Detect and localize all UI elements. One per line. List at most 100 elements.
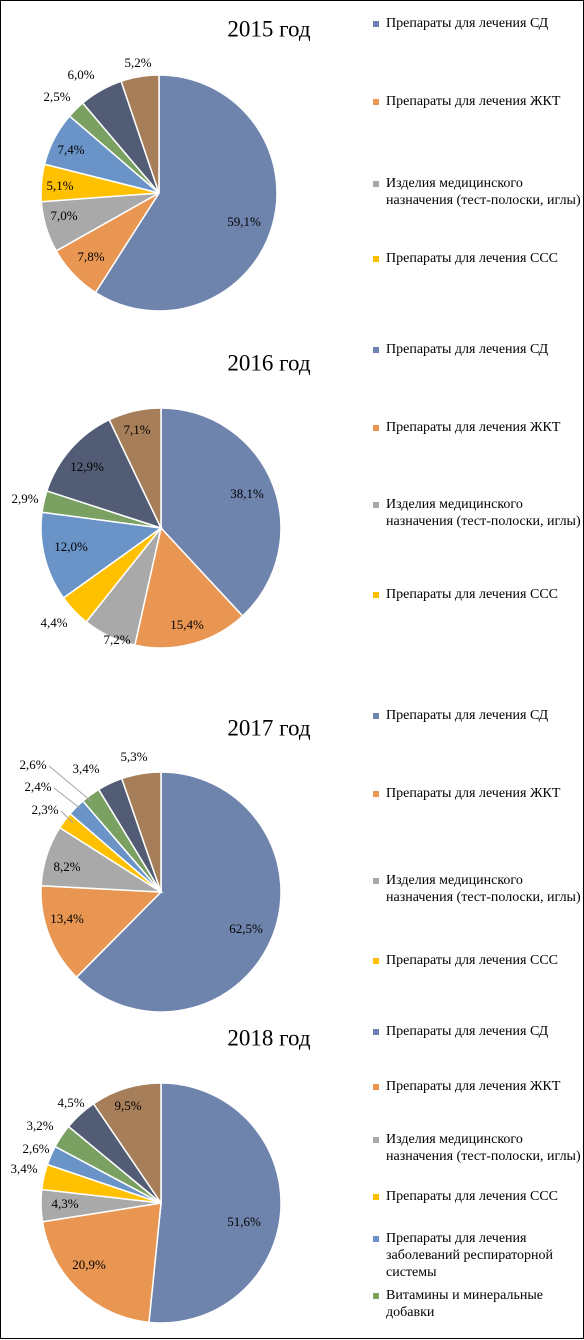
pie-2-label-3: 2,3% [31,802,58,817]
legend-label: Изделия медицинского назначения (тест-по… [386,1132,581,1164]
legend-label: Изделия медицинского назначения (тест-по… [386,873,581,905]
pie-3-label-0: 51,6% [227,1214,261,1229]
legend-item: Препараты для лечения СД [373,707,583,724]
pie-2-label-2: 8,2% [53,859,80,874]
legend-swatch [373,347,379,353]
pie-1-label-5: 2,9% [11,491,38,506]
legend-swatch [373,1194,379,1200]
legend-swatch [373,99,379,105]
pie-0-slice-7 [120,74,160,194]
legend-label: Препараты для лечения ЖКТ [386,94,561,109]
legend-swatch [373,878,379,884]
pie-2-leader-3 [60,810,74,824]
legend-label: Препараты для лечения СД [386,16,549,31]
pie-2-title: 2017 год [227,715,310,740]
pie-1-label-2: 7,2% [103,632,130,647]
legend-label: Препараты для лечения ЖКТ [386,1079,561,1094]
pie-3-label-4: 2,6% [22,1141,49,1156]
pie-2-slice-1 [40,885,163,979]
pie-2-label-0: 62,5% [229,921,263,936]
pie-3-label-3: 3,4% [10,1161,37,1176]
pie-0-label-5: 2,5% [43,89,70,104]
pie-0-slice-0 [94,74,278,312]
legend-swatch [373,1084,379,1090]
legend-swatch [373,1236,379,1242]
legend-item: Препараты для лечения ССС [373,952,583,969]
pie-2-label-1: 13,4% [50,911,84,926]
pie-1-label-1: 15,4% [170,617,204,632]
pie-0: 59,1% 7,8% 7,0% 5,1% 7,4% 2,5% 6,0% 5,2% [40,55,278,312]
pie-0-label-3: 5,1% [46,178,73,193]
legend-label: Препараты для лечения СД [386,342,549,357]
legend-label: Изделия медицинского назначения (тест-по… [386,176,581,208]
pie-3-title: 2018 год [227,1025,310,1050]
legend-swatch [373,958,379,964]
legend-label: Препараты для лечения ССС [386,1189,558,1204]
pie-1-label-3: 4,4% [40,615,67,630]
pie-3-label-1: 20,9% [72,1257,106,1272]
legend-label: Препараты для лечения ССС [386,251,558,266]
pie-1-slice-4 [40,511,163,599]
legend-item: Препараты для лечения ЖКТ [373,419,583,436]
pie-2: 62,5% 13,4% 8,2% 2,3% 2,4% 2,6% 3,4% 5,3% [19,749,282,1013]
pie-0-label-0: 59,1% [227,214,261,229]
pie-3-slice-0 [148,1082,282,1324]
pie-2-label-7: 5,3% [120,749,147,764]
pie-1-label-6: 12,9% [70,459,104,474]
legend-swatch [373,425,379,431]
legend-label: Изделия медицинского назначения (тест-по… [386,497,581,529]
legend-swatch [373,1293,379,1299]
legend-label: Препараты для лечения ЖКТ [386,420,561,435]
legend-swatch [373,592,379,598]
legend-item: Препараты для лечения СД [373,341,583,358]
legend-item: Препараты для лечения ЖКТ [373,785,583,802]
pie-0-label-6: 6,0% [67,67,94,82]
legend-label: Препараты для лечения заболеваний респир… [386,1231,554,1280]
pie-2-label-5: 2,6% [19,757,46,772]
pie-0-label-1: 7,8% [77,249,104,264]
pie-3-slice-7 [92,1082,162,1206]
legend-swatch [373,256,379,262]
legend-item: Изделия медицинского назначения (тест-по… [373,175,583,209]
pie-2-slice-0 [75,771,282,1013]
pie-2-leader-4 [53,787,82,810]
legend-item: Препараты для лечения заболеваний респир… [373,1230,583,1281]
pie-1: 38,1% 15,4% 7,2% 4,4% 12,0% 2,9% 12,9% 7,1% [11,407,282,649]
pie-1-title: 2016 год [227,350,310,375]
pie-1-slice-0 [160,407,282,618]
pie-0-title: 2015 год [227,16,310,41]
legend-swatch [373,791,379,797]
legend-swatch [373,1137,379,1143]
legend-label: Препараты для лечения ЖКТ [386,786,561,801]
pie-3-label-7: 9,5% [114,1098,141,1113]
legend-item: Препараты для лечения СД [373,1023,583,1040]
legend-item: Препараты для лечения СД [373,15,583,32]
pie-3-label-6: 4,5% [57,1095,84,1110]
pie-0-label-7: 5,2% [124,55,151,70]
pie-0-label-2: 7,0% [50,208,77,223]
pie-3-label-5: 3,2% [26,1118,53,1133]
legend-label: Препараты для лечения ССС [386,587,558,602]
pie-3-label-2: 4,3% [51,1196,78,1211]
legend-swatch [373,21,379,27]
pie-2-slice-7 [120,771,162,893]
pie-1-label-0: 38,1% [230,486,264,501]
pie-1-slice-7 [108,407,162,529]
legend-item: Препараты для лечения ЖКТ [373,1078,583,1095]
legend-item: Препараты для лечения ЖКТ [373,93,583,110]
legend-item: Изделия медицинского назначения (тест-по… [373,496,583,530]
pie-2-leader-5 [48,765,92,802]
legend-swatch [373,713,379,719]
legend-label: Препараты для лечения СД [386,708,549,723]
legend-item: Препараты для лечения ССС [373,586,583,603]
legend-swatch [373,502,379,508]
legend-label: Витамины и минеральные добавки [386,1288,543,1320]
pie-1-label-4: 12,0% [54,539,88,554]
legend-item: Изделия медицинского назначения (тест-по… [373,1131,583,1165]
pie-3: 51,6% 20,9% 4,3% 3,4% 2,6% 3,2% 4,5% 9,5% [10,1082,282,1324]
pie-2-label-4: 2,4% [24,779,51,794]
legend-swatch [373,1029,379,1035]
legend-label: Препараты для лечения ССС [386,953,558,968]
